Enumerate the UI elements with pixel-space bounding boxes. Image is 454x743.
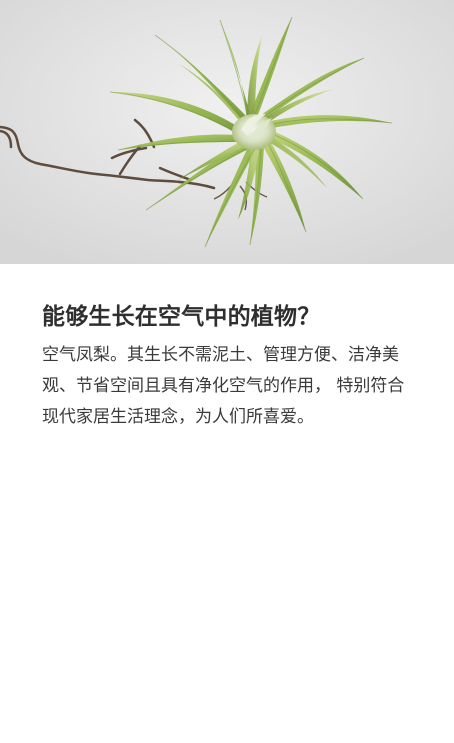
hero-image	[0, 0, 454, 264]
air-plant-illustration	[0, 0, 454, 264]
article-content: 能够生长在空气中的植物？ 空气凤梨。其生长不需泥土、管理方便、洁净美观、节省空间…	[0, 264, 454, 433]
twig-stem	[0, 118, 216, 190]
article-title: 能够生长在空气中的植物？	[42, 304, 321, 330]
article-description: 空气凤梨。其生长不需泥土、管理方便、洁净美观、节省空间且具有净化空气的作用， 特…	[42, 345, 405, 427]
air-plant	[109, 16, 393, 248]
